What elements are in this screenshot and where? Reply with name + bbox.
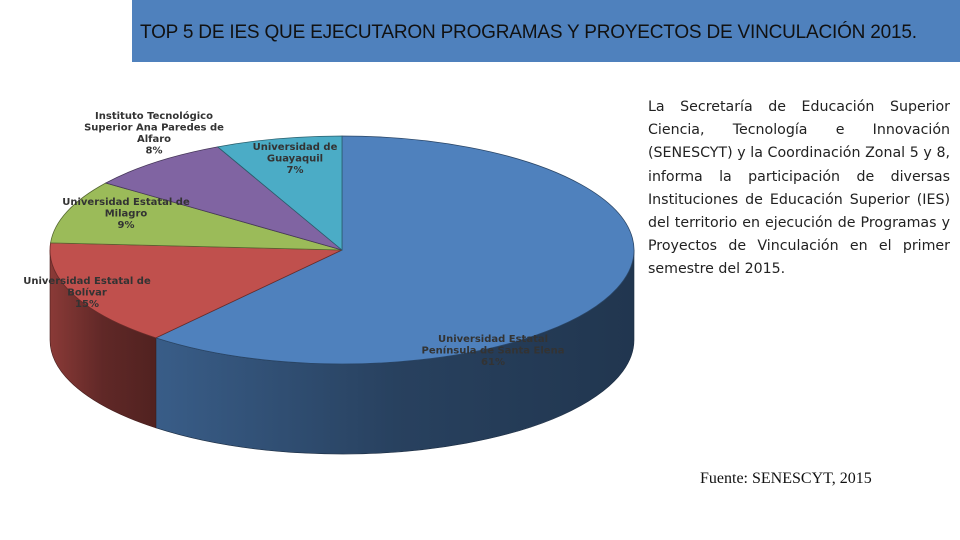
page-title: TOP 5 DE IES QUE EJECUTARON PROGRAMAS Y …	[140, 22, 917, 43]
pie-chart: Universidad Estatal Península de Santa El…	[23, 110, 635, 455]
source-citation: Fuente: SENESCYT, 2015	[700, 470, 872, 487]
slice-label-4: Universidad de Guayaquil 7%	[253, 142, 338, 176]
pie-slice-0	[154, 135, 635, 365]
pie-slice-2	[50, 182, 343, 251]
slice-label-1: Universidad Estatal de Bolívar 15%	[23, 276, 151, 310]
pie-slice-1	[49, 242, 343, 339]
description-text: La Secretaría de Educación Superior Cien…	[648, 99, 950, 278]
slice-label-3: Instituto Tecnológico Superior Ana Parede…	[84, 110, 224, 157]
slice-label-0: Universidad Estatal Península de Santa El…	[422, 334, 565, 368]
slice-label-2: Universidad Estatal de Milagro 9%	[62, 197, 190, 231]
pie-slice-4	[216, 135, 343, 251]
title-bar: TOP 5 DE IES QUE EJECUTARON PROGRAMAS Y …	[132, 0, 960, 62]
pie-slice-3	[104, 146, 343, 251]
